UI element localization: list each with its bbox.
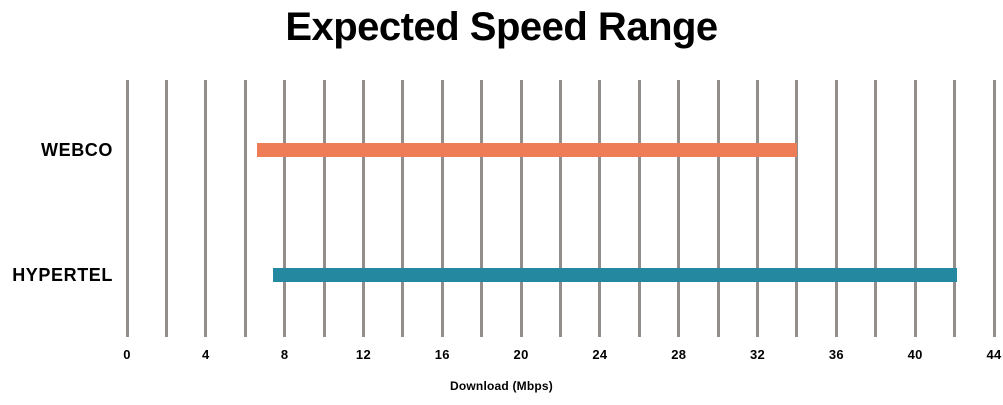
chart-title: Expected Speed Range <box>285 5 718 49</box>
x-tick-label: 32 <box>750 347 766 362</box>
category-axis: WEBCO HYPERTEL <box>0 80 113 337</box>
gridline <box>401 80 405 337</box>
gridline <box>204 80 208 337</box>
gridline <box>756 80 760 337</box>
x-tick-label: 28 <box>671 347 687 362</box>
gridline <box>322 80 326 337</box>
gridline <box>992 80 996 337</box>
x-axis-title: Download (Mbps) <box>450 379 553 393</box>
x-tick-label: 8 <box>280 347 289 362</box>
x-tick-label: 0 <box>123 347 131 362</box>
gridline <box>953 80 957 337</box>
gridline <box>834 80 838 337</box>
x-tick-label: 24 <box>592 347 608 362</box>
gridline <box>361 80 365 337</box>
x-tick-label: 44 <box>986 347 1002 362</box>
gridline <box>283 80 287 337</box>
category-label-hypertel: HYPERTEL <box>12 265 113 285</box>
range-bar-webco[interactable] <box>257 143 797 157</box>
x-tick-label: 16 <box>434 347 450 362</box>
gridline <box>874 80 878 337</box>
gridline <box>480 80 484 337</box>
x-tick-label: 12 <box>355 347 371 362</box>
gridline <box>677 80 681 337</box>
gridline <box>243 80 247 337</box>
gridline <box>598 80 602 337</box>
x-tick-label: 36 <box>828 347 844 362</box>
plot-area <box>125 80 996 337</box>
x-tick-label: 20 <box>513 347 529 362</box>
gridline <box>164 80 168 337</box>
gridline <box>559 80 562 337</box>
gridline <box>440 80 444 337</box>
gridline <box>519 80 523 337</box>
gridline <box>913 80 917 337</box>
gridline <box>637 80 641 337</box>
category-label-webco: WEBCO <box>41 140 113 160</box>
gridline <box>795 80 799 337</box>
x-tick-label: 4 <box>202 347 210 362</box>
gridline <box>716 80 720 337</box>
gridline <box>125 80 129 337</box>
x-tick-label: 40 <box>907 347 923 362</box>
range-bar-hypertel[interactable] <box>272 268 957 282</box>
